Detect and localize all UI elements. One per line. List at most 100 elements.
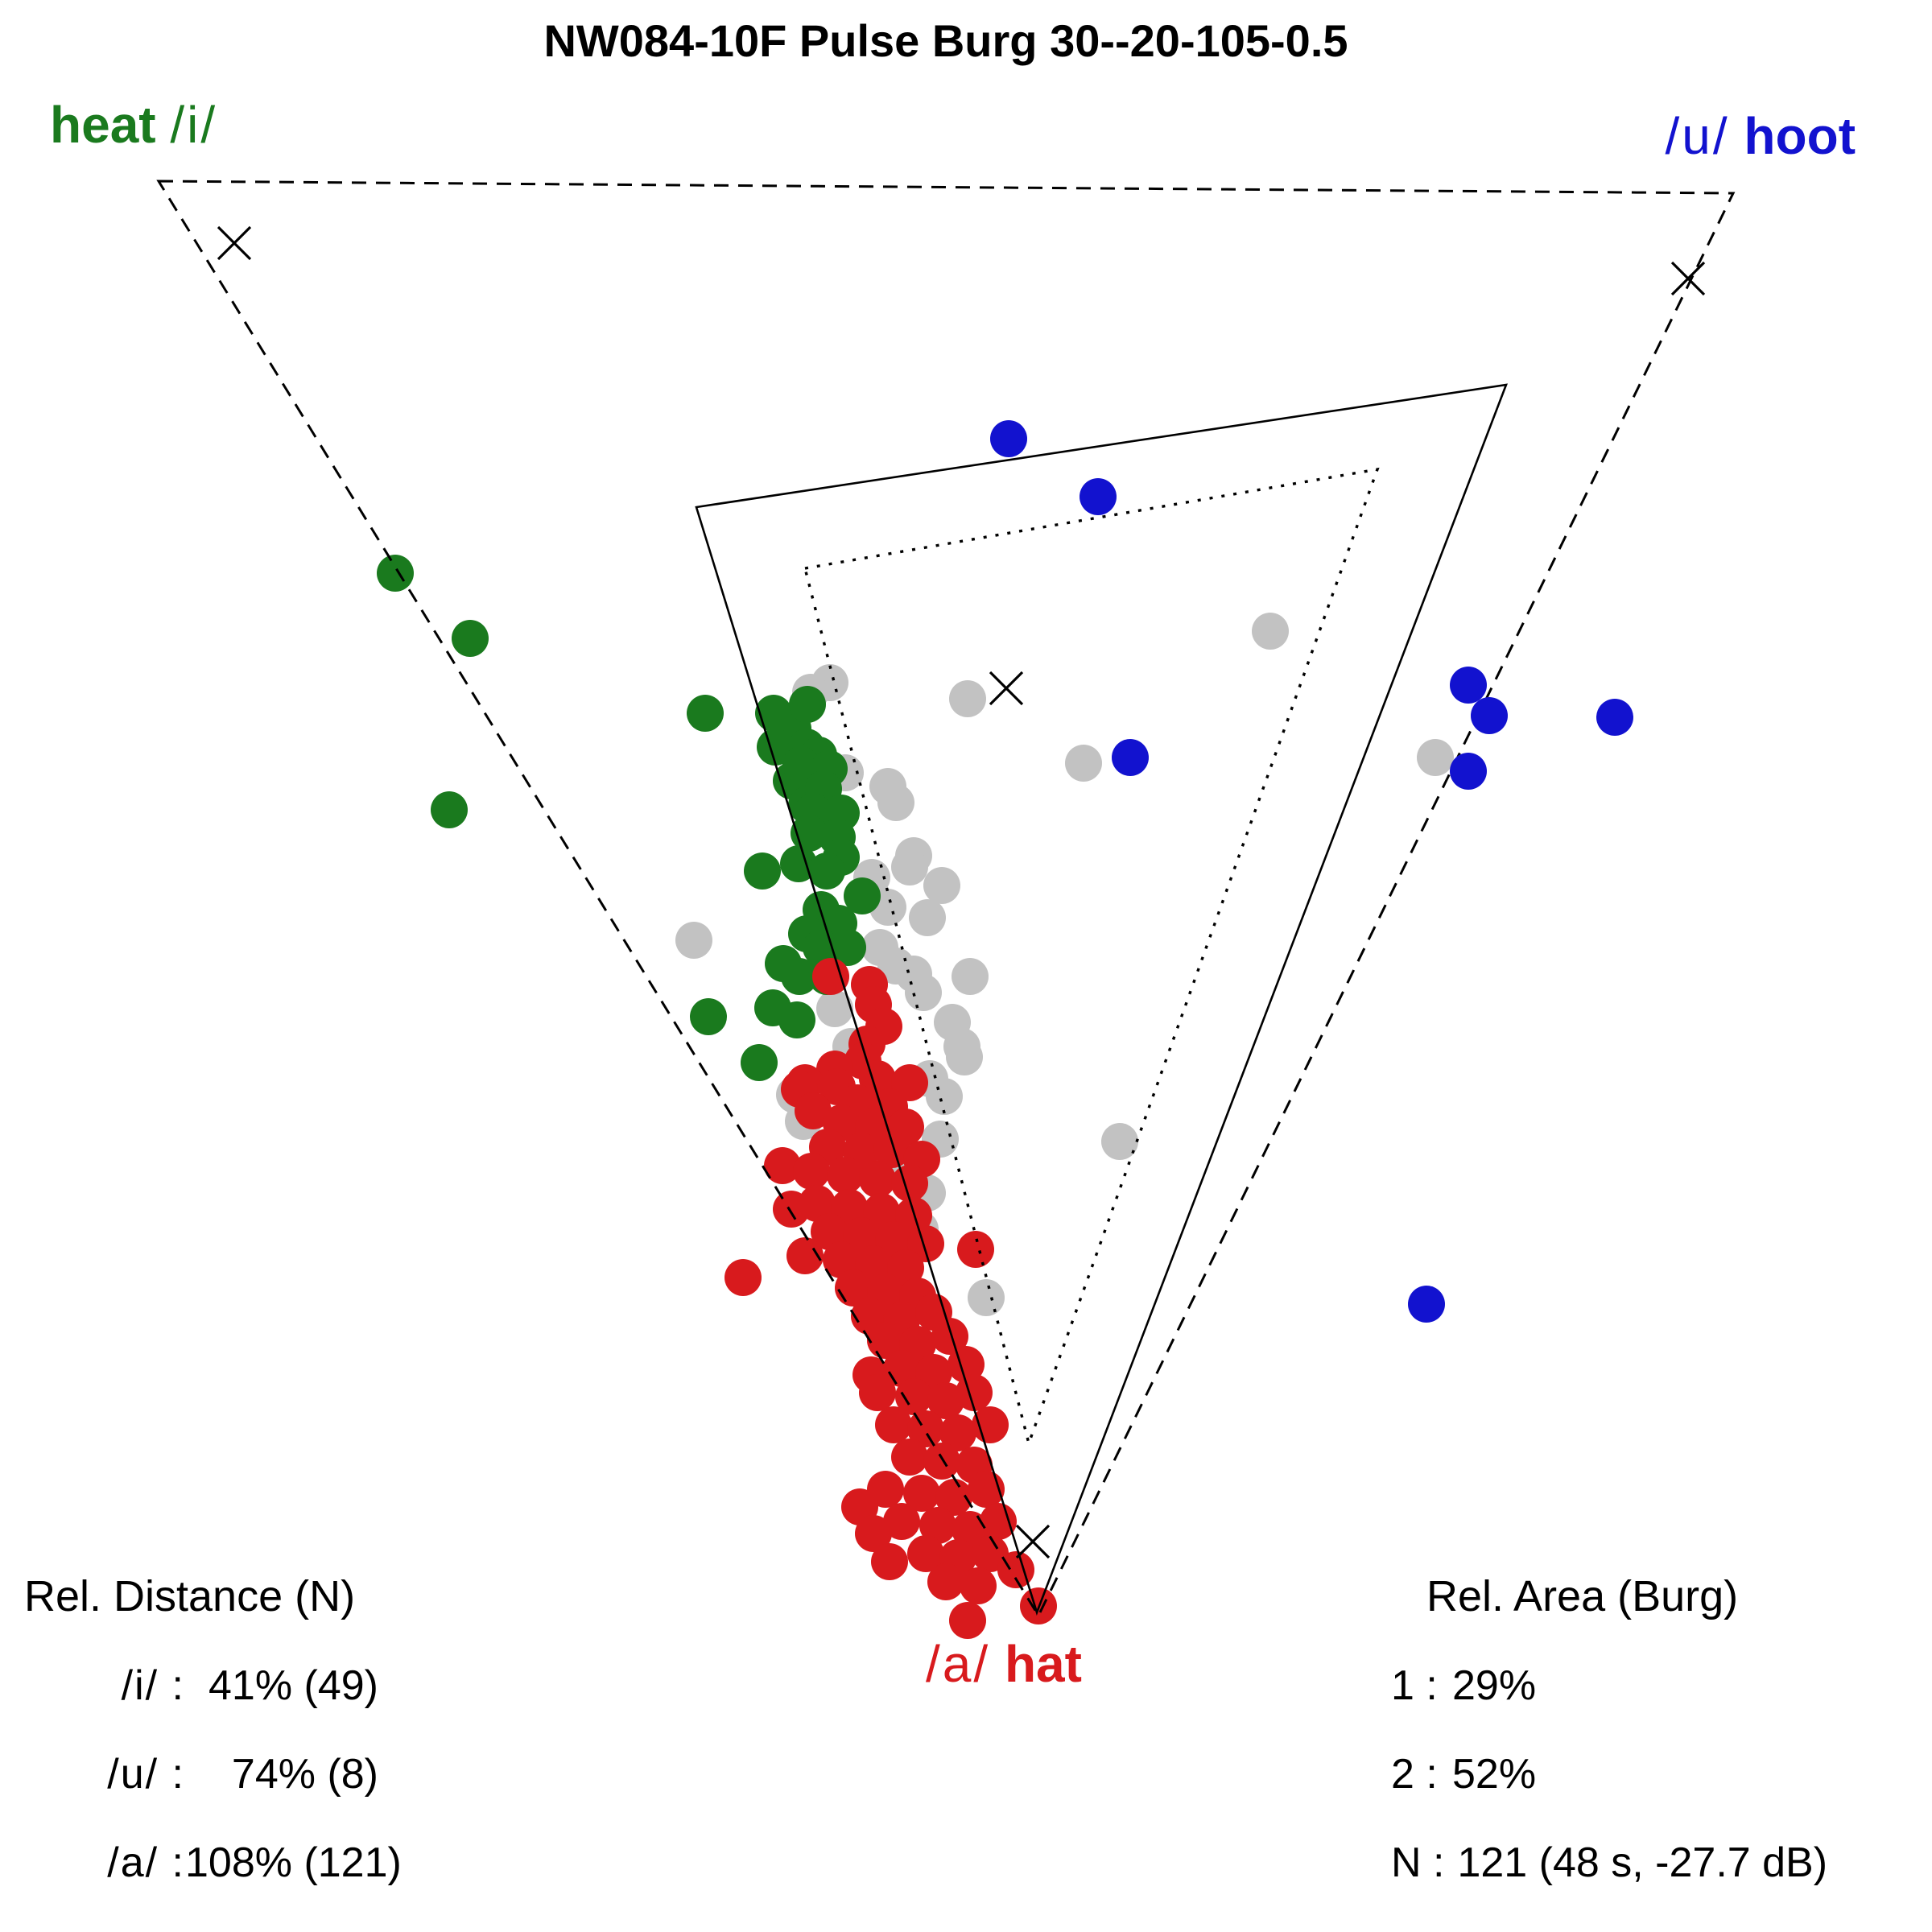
rel-distance-row-u: /u/ : 74% (8) — [24, 1750, 378, 1798]
data-point-unclassified — [909, 899, 946, 936]
data-point-a-hat — [786, 1237, 824, 1274]
data-point-a-hat — [859, 1374, 896, 1411]
rel-distance-row-a-value: 108% (121) — [185, 1839, 402, 1886]
mean-cross-icon — [1015, 1524, 1051, 1559]
rel-distance-row-u-label: /u/ : — [107, 1751, 185, 1798]
data-point-a-hat — [883, 1503, 920, 1540]
rel-area-title: Rel. Area (Burg) — [1426, 1572, 1739, 1620]
data-point-a-hat — [972, 1406, 1009, 1443]
data-point-a-hat — [919, 1507, 956, 1544]
data-point-unclassified — [1417, 739, 1454, 776]
data-point-unclassified — [946, 1038, 983, 1075]
data-point-a-hat — [891, 1439, 928, 1476]
rel-area-row-n-value: 121 (48 s, -27.7 dB) — [1457, 1839, 1828, 1886]
rel-area-row-n-label: N : — [1391, 1839, 1445, 1886]
data-point-i-heat — [780, 845, 817, 882]
rel-area-row-2-value: 52% — [1452, 1751, 1537, 1798]
data-point-unclassified — [949, 680, 986, 717]
data-point-a-hat — [891, 1165, 928, 1202]
data-point-a-hat — [927, 1382, 964, 1419]
data-point-a-hat — [795, 1092, 832, 1129]
data-point-a-hat — [811, 1213, 848, 1250]
data-point-u-hoot — [1450, 667, 1487, 704]
data-point-a-hat — [997, 1551, 1034, 1588]
rel-area-stats: Rel. Area (Burg) 1 : 29% 2 : 52% N : 121… — [1391, 1571, 1874, 1887]
data-point-unclassified — [905, 974, 942, 1011]
rel-distance-row-i: /i/ : 41% (49) — [24, 1662, 378, 1710]
data-point-i-heat — [741, 1044, 778, 1081]
data-point-a-hat — [960, 1567, 997, 1604]
data-point-unclassified — [1101, 1123, 1138, 1160]
data-point-a-hat — [957, 1231, 994, 1268]
data-point-a-hat — [956, 1374, 993, 1411]
mean-cross-icon — [1670, 261, 1706, 296]
rel-distance-row-a: /a/ : 108% (121) — [24, 1839, 402, 1887]
data-point-i-heat — [829, 929, 866, 966]
data-point-unclassified — [926, 1078, 963, 1115]
data-point-i-heat — [452, 620, 489, 657]
data-point-unclassified — [923, 867, 960, 904]
data-point-a-hat — [923, 1443, 960, 1480]
data-point-a-hat — [867, 1322, 904, 1359]
data-point-i-heat — [690, 998, 727, 1035]
data-point-a-hat — [867, 1471, 904, 1508]
data-point-u-hoot — [990, 420, 1027, 457]
data-point-u-hoot — [1080, 478, 1117, 515]
vowel-triangle-inner-dotted — [803, 467, 1380, 1448]
data-point-a-hat — [823, 1241, 860, 1278]
data-point-a-hat — [949, 1602, 986, 1639]
data-point-a-hat — [873, 1131, 910, 1168]
data-point-a-hat — [875, 1406, 912, 1443]
data-point-unclassified — [891, 848, 928, 886]
vertex-label-u-ipa: /u/ — [1665, 107, 1730, 165]
data-point-a-hat — [895, 1378, 932, 1415]
data-point-a-hat — [927, 1563, 964, 1600]
data-point-i-heat — [782, 746, 819, 783]
rel-area-row-2-label: 2 : — [1391, 1751, 1438, 1798]
data-point-i-heat — [431, 791, 468, 828]
data-point-i-heat — [778, 1001, 815, 1038]
rel-distance-row-i-value: 41% (49) — [208, 1662, 378, 1709]
data-point-a-hat — [939, 1414, 976, 1451]
data-point-unclassified — [952, 958, 989, 995]
vertex-label-i-ipa: /i/ — [170, 96, 218, 154]
vowel-triangle-outer-dashed — [156, 180, 1736, 1619]
data-point-unclassified — [1065, 745, 1102, 782]
data-point-a-hat — [764, 1147, 801, 1184]
rel-distance-row-u-value: 74% (8) — [231, 1751, 378, 1798]
data-point-a-hat — [907, 1535, 944, 1572]
rel-distance-row-i-label: /i/ : — [121, 1662, 185, 1709]
data-point-u-hoot — [1408, 1286, 1445, 1323]
rel-area-row-1-label: 1 : — [1391, 1662, 1438, 1709]
data-point-i-heat — [377, 555, 414, 592]
data-point-a-hat — [871, 1543, 908, 1580]
data-point-unclassified — [1252, 613, 1289, 650]
data-point-a-hat — [980, 1503, 1017, 1540]
vertex-label-i: heat /i/ — [50, 95, 217, 155]
rel-distance-stats: Rel. Distance (N) /i/ : 41% (49) /u/ : 7… — [24, 1571, 402, 1887]
data-point-a-hat — [903, 1475, 940, 1512]
data-point-a-hat — [859, 1161, 896, 1198]
vowel-triangle-middle-solid — [695, 383, 1509, 1616]
data-point-u-hoot — [1471, 697, 1508, 734]
data-point-u-hoot — [1450, 753, 1487, 790]
data-point-a-hat — [724, 1259, 762, 1296]
data-point-unclassified — [968, 1279, 1005, 1316]
data-point-i-heat — [744, 852, 781, 890]
rel-distance-title: Rel. Distance (N) — [24, 1572, 356, 1620]
data-point-i-heat — [844, 877, 881, 914]
vertex-label-a-ipa: /a/ — [926, 1635, 991, 1693]
rel-distance-row-a-label: /a/ : — [107, 1839, 185, 1886]
data-point-i-heat — [808, 852, 845, 890]
data-point-i-heat — [781, 958, 818, 995]
data-point-unclassified — [816, 990, 853, 1027]
vertex-label-a: /a/ hat — [926, 1634, 1082, 1694]
data-point-a-hat — [799, 1185, 836, 1222]
data-point-i-heat — [789, 686, 826, 723]
page-title: NW084-10F Pulse Burg 30--20-105-0.5 — [543, 15, 1348, 66]
data-point-a-hat — [827, 1157, 864, 1194]
data-point-a-hat — [935, 1479, 972, 1516]
data-point-u-hoot — [1596, 699, 1633, 736]
